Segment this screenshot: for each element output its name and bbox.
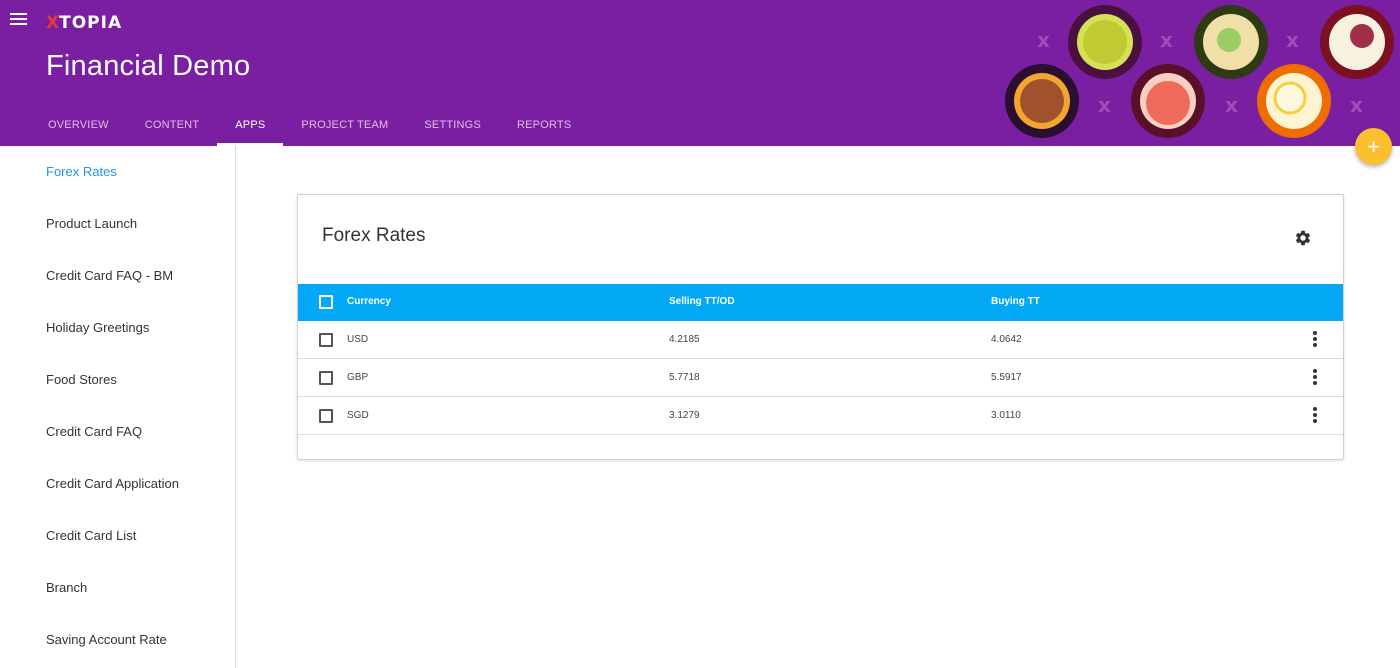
column-header-buying[interactable]: Buying TT [991,296,1040,307]
cell-selling: 5.7718 [669,372,700,383]
gear-icon[interactable] [1294,229,1312,247]
more-options-icon[interactable] [1309,331,1321,349]
page-title: Financial Demo [46,50,251,82]
cell-buying: 3.0110 [991,410,1021,421]
more-options-icon[interactable] [1309,369,1321,387]
column-header-selling[interactable]: Selling TT/OD [669,296,735,307]
row-checkbox[interactable] [319,333,333,347]
sidebar-item-credit-card-application[interactable]: Credit Card Application [46,476,179,491]
svg-text:x: x [1037,28,1050,52]
tab-content[interactable]: CONTENT [144,118,200,131]
add-fab-button[interactable]: + [1355,128,1392,165]
tab-overview[interactable]: OVERVIEW [48,118,109,131]
logo-prefix: X [46,13,60,33]
sidebar-item-product-launch[interactable]: Product Launch [46,216,138,231]
row-checkbox[interactable] [319,409,333,423]
cell-currency: USD [347,334,369,345]
sidebar-item-food-stores[interactable]: Food Stores [46,372,117,387]
tab-reports[interactable]: REPORTS [516,118,572,131]
sidebar-item-forex-rates[interactable]: Forex Rates [46,164,117,179]
svg-text:x: x [1350,93,1363,117]
sidebar-item-credit-card-faq-bm[interactable]: Credit Card FAQ - BM [46,268,174,283]
row-checkbox[interactable] [319,371,333,385]
sidebar-item-branch[interactable]: Branch [46,580,88,595]
cell-buying: 4.0642 [991,334,1022,345]
forex-rates-card: Forex Rates Currency Selling TT/OD Buyin… [297,194,1344,460]
hamburger-menu-icon[interactable] [10,13,27,27]
app-header: X TOPIA Financial Demo OVERVIEW CONTENT A… [0,0,1400,146]
sidebar-item-saving-account-rate[interactable]: Saving Account Rate [46,632,167,647]
svg-text:x: x [1098,93,1111,117]
cell-selling: 3.1279 [669,410,700,421]
cell-currency: GBP [347,372,369,383]
cell-buying: 5.5917 [991,372,1022,383]
tab-project-team[interactable]: PROJECT TEAM [301,118,389,131]
logo-text: TOPIA [59,13,123,33]
cell-selling: 4.2185 [669,334,700,345]
table-row[interactable]: SGD 3.1279 3.0110 [298,397,1343,435]
table-row[interactable]: USD 4.2185 4.0642 [298,321,1343,359]
sidebar-item-credit-card-list[interactable]: Credit Card List [46,528,137,543]
card-title: Forex Rates [322,225,426,246]
column-header-currency[interactable]: Currency [347,296,391,307]
sidebar-item-holiday-greetings[interactable]: Holiday Greetings [46,320,150,335]
xtopia-logo[interactable]: X TOPIA [46,12,122,34]
svg-text:x: x [1225,93,1238,117]
apps-sidebar: Forex Rates Product Launch Credit Card F… [0,146,236,668]
table-header: Currency Selling TT/OD Buying TT [298,284,1343,321]
svg-text:x: x [1160,28,1173,52]
tab-apps[interactable]: APPS [217,103,284,146]
tab-bar: OVERVIEW CONTENT APPS PROJECT TEAM SETTI… [30,103,589,146]
food-decoration-illustration: x x x x x x [1005,5,1394,138]
more-options-icon[interactable] [1309,407,1321,425]
select-all-checkbox[interactable] [319,295,333,309]
sidebar-item-credit-card-faq[interactable]: Credit Card FAQ [46,424,143,439]
cell-currency: SGD [347,410,369,421]
table-row[interactable]: GBP 5.7718 5.5917 [298,359,1343,397]
tab-settings[interactable]: SETTINGS [424,118,481,131]
svg-text:x: x [1286,28,1299,52]
